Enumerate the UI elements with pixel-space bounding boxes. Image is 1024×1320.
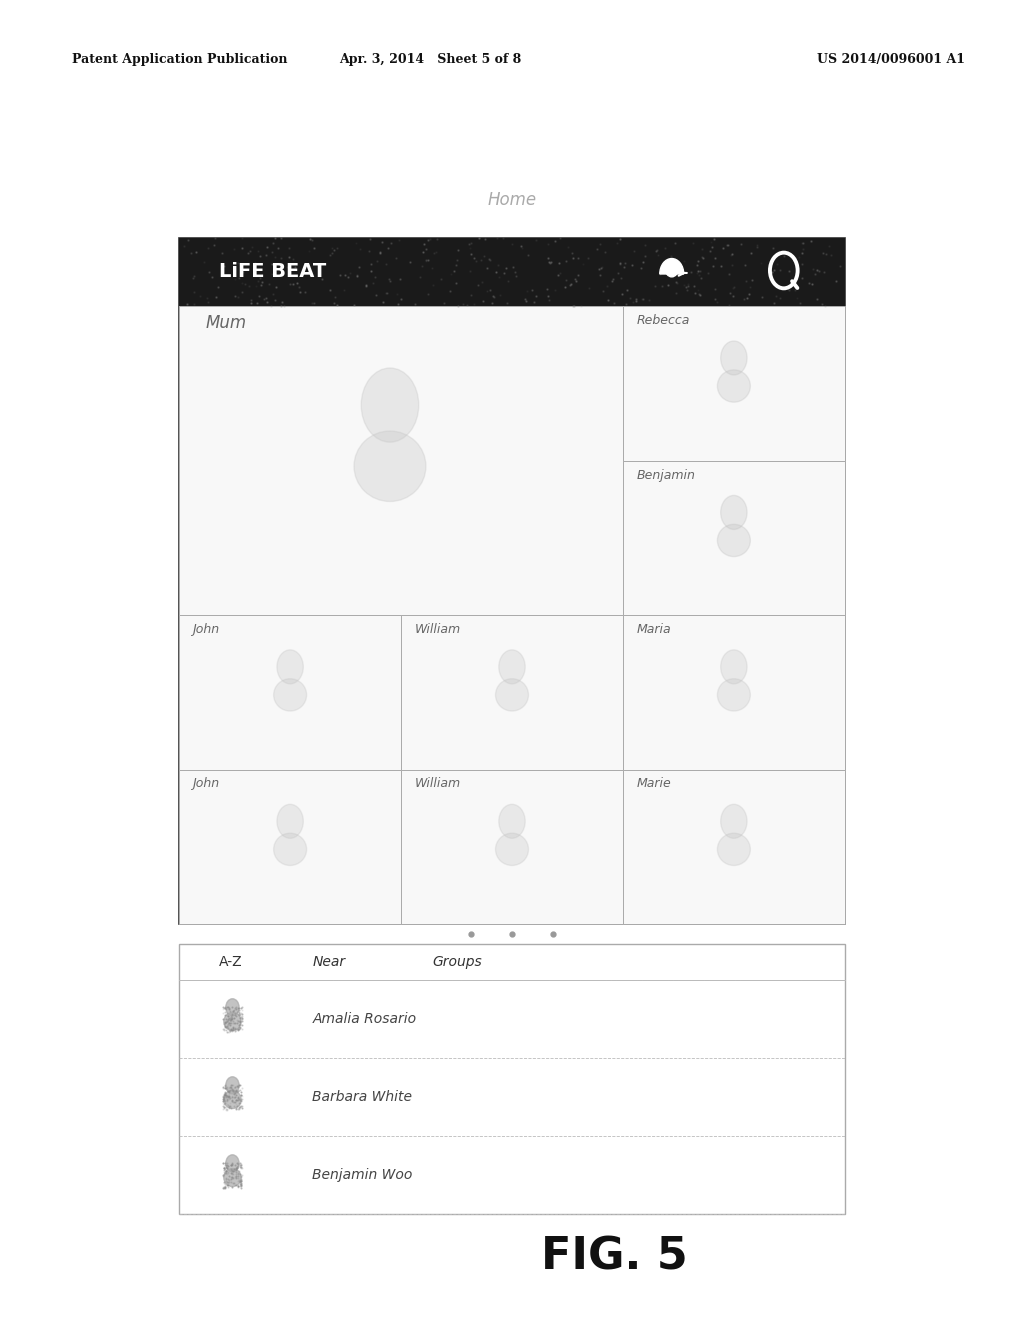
Text: Mum: Mum <box>206 314 247 333</box>
Ellipse shape <box>224 1090 241 1109</box>
Ellipse shape <box>496 678 528 711</box>
Text: John: John <box>193 623 219 636</box>
Circle shape <box>276 649 303 684</box>
Text: A-Z: A-Z <box>219 956 243 969</box>
Bar <box>179 306 623 615</box>
Text: FIG. 5: FIG. 5 <box>541 1236 688 1278</box>
Ellipse shape <box>224 1012 241 1031</box>
Bar <box>179 615 401 770</box>
Ellipse shape <box>496 833 528 866</box>
Bar <box>179 238 845 306</box>
Text: LiFE BEAT: LiFE BEAT <box>219 263 327 281</box>
Circle shape <box>225 999 240 1016</box>
Text: Benjamin: Benjamin <box>636 469 695 482</box>
Circle shape <box>721 649 748 684</box>
Text: William: William <box>415 623 461 636</box>
Bar <box>401 770 623 924</box>
Circle shape <box>276 804 303 838</box>
Circle shape <box>225 1077 240 1094</box>
Text: Near: Near <box>312 956 345 969</box>
Bar <box>401 615 623 770</box>
Wedge shape <box>659 259 684 275</box>
Circle shape <box>721 341 748 375</box>
Bar <box>623 770 845 924</box>
Ellipse shape <box>718 370 751 403</box>
Ellipse shape <box>224 1168 241 1187</box>
Ellipse shape <box>718 524 751 557</box>
Circle shape <box>665 260 679 277</box>
Ellipse shape <box>273 833 306 866</box>
Text: Maria: Maria <box>636 623 671 636</box>
Circle shape <box>499 649 525 684</box>
Text: Patent Application Publication: Patent Application Publication <box>72 53 287 66</box>
Text: Benjamin Woo: Benjamin Woo <box>312 1168 413 1183</box>
Text: John: John <box>193 777 219 791</box>
Circle shape <box>361 368 419 442</box>
Text: Amalia Rosario: Amalia Rosario <box>312 1012 417 1027</box>
Ellipse shape <box>718 833 751 866</box>
Text: William: William <box>415 777 461 791</box>
Text: US 2014/0096001 A1: US 2014/0096001 A1 <box>817 53 965 66</box>
Circle shape <box>499 804 525 838</box>
Text: Home: Home <box>487 190 537 209</box>
Text: Marie: Marie <box>636 777 671 791</box>
Ellipse shape <box>718 678 751 711</box>
Bar <box>623 461 845 615</box>
Text: Groups: Groups <box>432 956 482 969</box>
Circle shape <box>721 804 748 838</box>
Circle shape <box>225 1155 240 1172</box>
Ellipse shape <box>354 432 426 502</box>
Ellipse shape <box>273 678 306 711</box>
Circle shape <box>721 495 748 529</box>
Text: Apr. 3, 2014   Sheet 5 of 8: Apr. 3, 2014 Sheet 5 of 8 <box>339 53 521 66</box>
Bar <box>179 238 845 924</box>
Bar <box>623 615 845 770</box>
Text: Barbara White: Barbara White <box>312 1090 413 1105</box>
Bar <box>179 944 845 1214</box>
Bar <box>623 306 845 461</box>
Text: Rebecca: Rebecca <box>636 314 689 327</box>
Bar <box>179 770 401 924</box>
